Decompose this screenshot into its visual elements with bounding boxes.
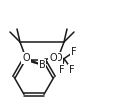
Text: B: B xyxy=(39,60,45,70)
Text: O: O xyxy=(22,53,30,63)
Text: O: O xyxy=(49,53,57,63)
Text: O: O xyxy=(54,53,62,63)
Text: F: F xyxy=(69,65,75,75)
Text: F: F xyxy=(59,65,65,75)
Text: F: F xyxy=(71,47,77,57)
